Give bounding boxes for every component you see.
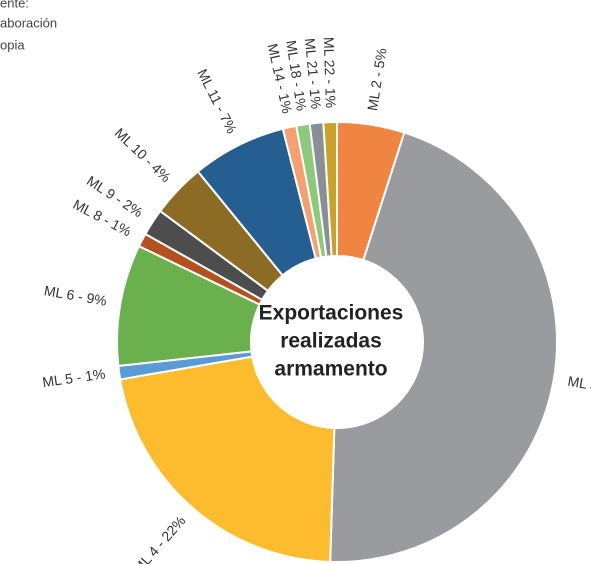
segment-label: ML 4 - 22% [130, 513, 189, 564]
segment-label: ML 11 - 7% [194, 66, 240, 136]
segment-label: ML 2 - 5% [364, 47, 390, 112]
source-note: ente: [0, 0, 29, 10]
source-note: opia [0, 37, 25, 52]
center-label: Exportaciones [259, 302, 404, 325]
center-label: realizadas [280, 330, 382, 353]
segment-label: ML 3 - 46% [566, 373, 591, 401]
segment-label: ML 6 - 9% [43, 282, 108, 309]
center-label: armamento [274, 358, 387, 381]
segment-label: ML 21 - 1% [302, 37, 325, 109]
segment-label: ML 10 - 4% [112, 125, 174, 186]
donut-hole [251, 256, 423, 428]
segment-label: ML 22 - 1% [321, 37, 339, 109]
source-note: aboración [0, 15, 57, 30]
segment-label: ML 5 - 1% [41, 365, 106, 390]
